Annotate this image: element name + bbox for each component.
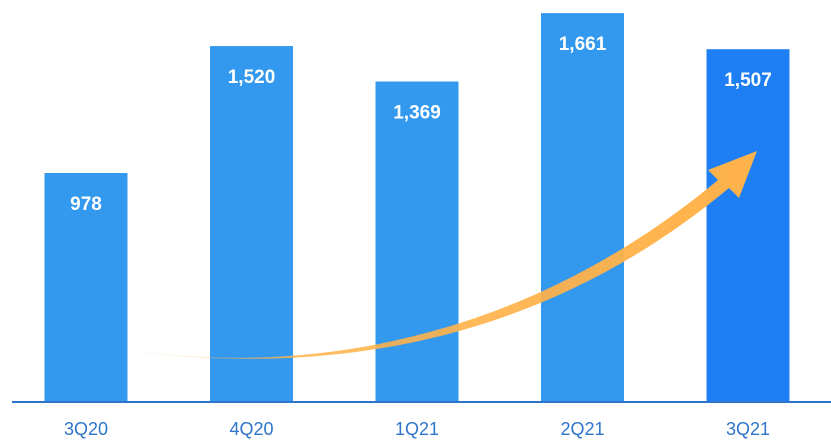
bar-3q21 [706,49,790,402]
x-tick-label-3q21: 3Q21 [726,419,770,439]
value-label-1q21: 1,369 [393,103,441,124]
value-label-3q21: 1,507 [724,70,772,91]
x-tick-labels-layer: 3Q20 4Q20 1Q21 2Q21 3Q21 [64,419,770,439]
value-label-2q21: 1,661 [559,34,607,55]
bars-layer [44,13,790,402]
bar-3q20 [44,173,128,402]
x-tick-label-1q21: 1Q21 [395,419,439,439]
bar-2q21 [541,13,624,402]
value-label-3q20: 978 [70,194,102,215]
value-label-4q20: 1,520 [228,67,276,88]
x-tick-label-4q20: 4Q20 [229,419,273,439]
trend-arrow-icon [130,151,757,359]
bar-1q21 [375,81,459,402]
x-tick-label-2q21: 2Q21 [560,419,604,439]
value-labels-layer: 978 1,520 1,369 1,661 1,507 [70,34,772,215]
x-tick-label-3q20: 3Q20 [64,419,108,439]
bar-4q20 [210,46,293,402]
